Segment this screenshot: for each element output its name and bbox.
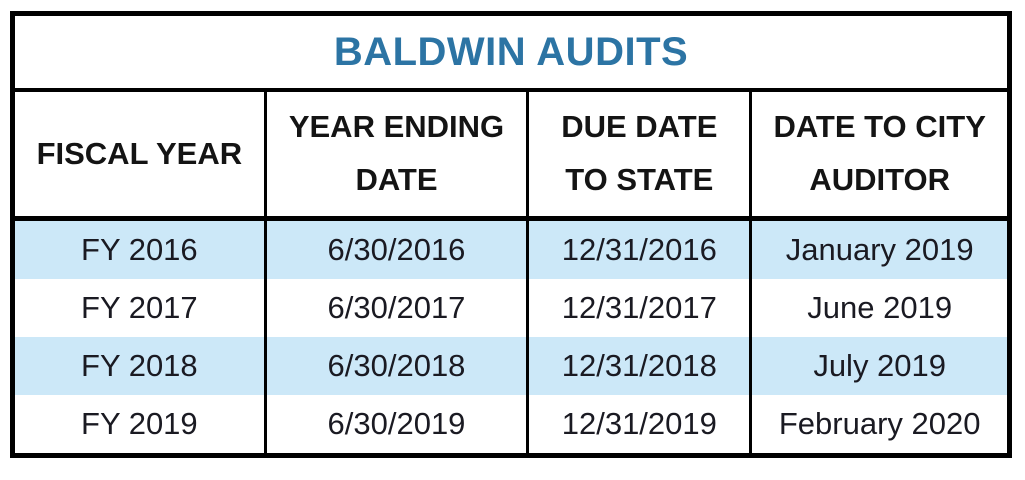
cell-fiscal-year: FY 2018 (15, 337, 267, 395)
baldwin-audits-table: BALDWIN AUDITS FISCAL YEAR YEAR ENDING D… (10, 11, 1012, 458)
header-cell-fiscal-year: FISCAL YEAR (15, 92, 267, 216)
cell-year-ending-date: 6/30/2016 (267, 221, 530, 279)
cell-date-to-city-auditor: July 2019 (813, 348, 947, 383)
cell-date-to-city-auditor: June 2019 (807, 290, 953, 325)
header-cell-due-date-to-state: DUE DATE TO STATE (529, 92, 753, 216)
cell-due-date-to-state: 12/31/2019 (529, 395, 753, 453)
cell-date-to-city-auditor: February 2020 (778, 406, 981, 441)
cell-due-date-to-state: 12/31/2017 (529, 279, 753, 337)
table-row-fy2017: FY 2017 6/30/2017 12/31/2017 June 2019 (15, 279, 1007, 337)
cell-due-date-to-state: 12/31/2018 (529, 337, 753, 395)
cell-year-ending-date: 6/30/2019 (267, 395, 530, 453)
header-cell-year-ending-date: YEAR ENDING DATE (267, 92, 530, 216)
cell-year-ending-date: 6/30/2017 (267, 279, 530, 337)
cell-due-date-to-state: 12/31/2016 (529, 221, 753, 279)
table-row-fy2019: FY 2019 6/30/2019 12/31/2019 February 20… (15, 395, 1007, 453)
table-row-fy2016: FY 2016 6/30/2016 12/31/2016 January 201… (15, 221, 1007, 279)
table-row-fy2018: FY 2018 6/30/2018 12/31/2018 July 2019 (15, 337, 1007, 395)
cell-fiscal-year: FY 2016 (15, 221, 267, 279)
header-cell-date-to-city-auditor: DATE TO CITY AUDITOR (773, 109, 986, 197)
cell-date-to-city-auditor: January 2019 (785, 232, 974, 267)
cell-year-ending-date: 6/30/2018 (267, 337, 530, 395)
cell-fiscal-year: FY 2019 (15, 395, 267, 453)
cell-fiscal-year: FY 2017 (15, 279, 267, 337)
table-header-row: FISCAL YEAR YEAR ENDING DATE DUE DATE TO… (15, 92, 1007, 221)
table-title: BALDWIN AUDITS (15, 16, 1007, 92)
